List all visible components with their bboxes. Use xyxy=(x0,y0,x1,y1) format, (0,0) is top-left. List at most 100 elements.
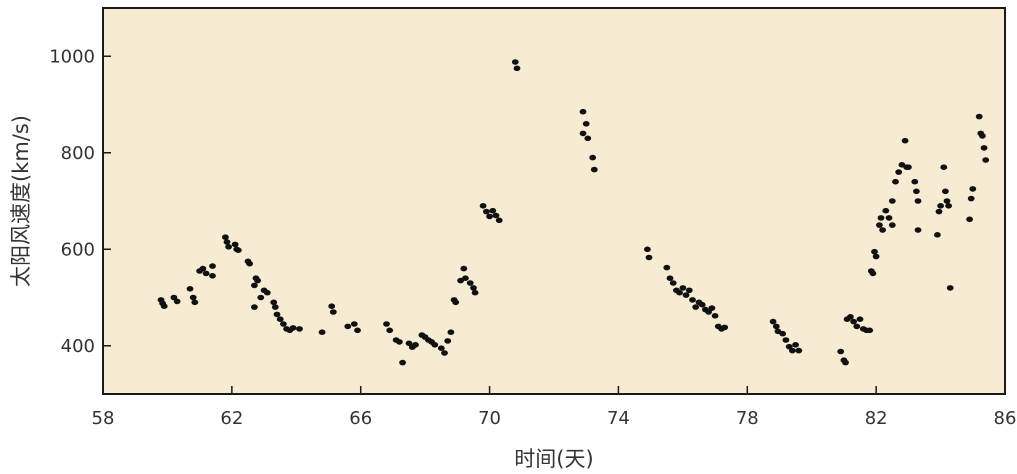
data-point xyxy=(191,299,199,306)
data-point xyxy=(940,164,948,170)
data-point xyxy=(579,130,587,137)
data-point xyxy=(246,260,254,267)
data-point xyxy=(911,178,919,185)
data-point xyxy=(589,154,597,161)
data-point xyxy=(901,137,909,144)
data-point xyxy=(769,318,777,325)
data-point xyxy=(495,217,503,224)
data-point xyxy=(462,275,469,282)
data-point xyxy=(234,247,242,253)
data-point xyxy=(452,299,460,306)
data-point xyxy=(431,342,439,348)
x-tick-label: 74 xyxy=(607,408,630,429)
data-point xyxy=(866,327,874,334)
data-point xyxy=(396,339,403,345)
data-point xyxy=(383,321,390,327)
data-point xyxy=(399,359,406,366)
data-point xyxy=(513,65,521,72)
x-axis-title: 时间(天) xyxy=(514,447,593,471)
data-point xyxy=(779,330,787,337)
data-point xyxy=(934,232,941,238)
y-tick-label: 800 xyxy=(61,143,95,164)
data-point xyxy=(257,294,265,301)
data-point xyxy=(329,309,337,315)
data-point xyxy=(895,169,903,175)
data-point xyxy=(328,303,336,310)
data-point xyxy=(682,292,690,298)
data-point xyxy=(772,323,780,330)
data-point xyxy=(721,324,729,331)
data-point xyxy=(460,265,468,272)
data-points xyxy=(157,59,990,366)
data-point xyxy=(888,222,896,228)
y-axis-title: 太阳风速度(km/s) xyxy=(9,115,33,287)
data-point xyxy=(471,289,479,296)
data-point xyxy=(271,304,279,310)
data-point xyxy=(913,188,920,195)
data-point xyxy=(489,207,497,214)
data-point xyxy=(225,244,233,250)
data-point xyxy=(789,347,796,354)
data-point xyxy=(982,157,990,163)
x-axis: 58 62 66 70 74 78 82 86 xyxy=(92,386,1016,429)
data-point xyxy=(296,326,303,332)
data-point xyxy=(386,327,394,334)
data-point xyxy=(584,135,592,142)
data-point xyxy=(872,253,880,260)
data-point xyxy=(853,323,861,330)
x-tick-label: 70 xyxy=(478,408,501,429)
data-point xyxy=(792,342,799,348)
data-point xyxy=(231,241,239,248)
data-point xyxy=(692,304,700,310)
data-point xyxy=(914,198,922,204)
data-point xyxy=(935,208,943,215)
data-point xyxy=(354,327,361,334)
data-point xyxy=(199,265,207,272)
data-point xyxy=(289,325,297,331)
data-point xyxy=(251,304,258,310)
data-point xyxy=(666,275,674,282)
data-point xyxy=(318,329,326,336)
data-point xyxy=(276,316,284,323)
data-point xyxy=(280,321,287,327)
data-point xyxy=(708,305,716,311)
data-point xyxy=(209,263,216,269)
data-point xyxy=(945,203,952,209)
data-point xyxy=(942,188,949,195)
data-point xyxy=(795,347,803,354)
data-point xyxy=(966,216,973,223)
data-point xyxy=(466,280,474,286)
data-point xyxy=(882,207,890,214)
data-point xyxy=(350,321,358,327)
data-point xyxy=(483,208,490,215)
data-point xyxy=(186,286,194,292)
data-point xyxy=(943,198,951,204)
plot-frame xyxy=(102,7,1006,395)
data-point xyxy=(511,59,519,65)
data-point xyxy=(173,298,181,305)
data-point xyxy=(444,338,452,344)
data-point xyxy=(263,289,271,296)
data-point xyxy=(437,345,445,352)
plot-background xyxy=(103,8,1005,394)
data-point xyxy=(270,299,278,306)
data-point xyxy=(590,166,598,173)
data-point xyxy=(782,337,790,343)
data-point xyxy=(869,270,877,277)
data-point xyxy=(663,264,671,271)
data-point xyxy=(669,280,677,286)
data-point xyxy=(698,301,706,308)
data-point xyxy=(905,164,912,170)
data-point xyxy=(842,359,849,366)
data-point xyxy=(447,329,455,336)
data-point xyxy=(479,203,487,209)
data-point xyxy=(582,121,590,127)
data-point xyxy=(344,323,352,330)
data-point xyxy=(223,239,231,245)
x-tick-label: 58 xyxy=(92,408,115,429)
data-point xyxy=(486,213,493,220)
data-point xyxy=(441,350,448,356)
data-point xyxy=(914,227,922,233)
data-point xyxy=(254,277,261,284)
